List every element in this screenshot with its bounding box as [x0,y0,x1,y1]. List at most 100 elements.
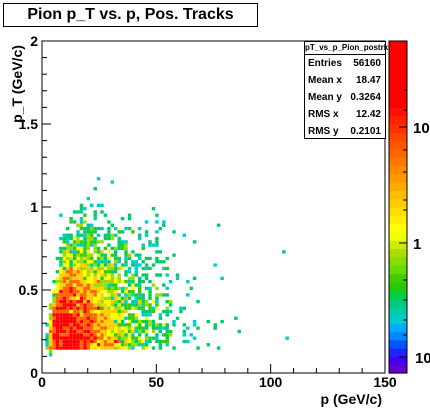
heatmap-cell [131,260,135,264]
heatmap-cell [62,309,67,314]
heatmap-cell [76,270,80,274]
heatmap-cell [55,276,60,281]
heatmap-cell [172,346,176,350]
heatmap-cell [76,253,80,257]
heatmap-cell [213,263,217,267]
heatmap-cell [90,283,94,287]
heatmap-cell [86,290,91,294]
heatmap-cell [66,303,70,307]
heatmap-cell [55,280,60,284]
heatmap-cell [59,309,63,314]
heatmap-cell [90,230,94,234]
heatmap-cell [141,343,145,347]
heatmap-cell [69,263,73,267]
heatmap-cell [86,319,91,324]
heatmap-cell [76,273,80,277]
heatmap-cell [186,339,190,344]
heatmap-cell [66,339,70,344]
heatmap-cell [144,233,149,237]
heatmap-cell [69,220,73,224]
heatmap-cell [182,339,187,344]
heatmap-cell [83,240,87,244]
heatmap-cell [93,217,97,221]
heatmap-cell [110,246,115,251]
heatmap-cell [103,319,108,324]
heatmap-cell [134,329,139,334]
y-axis-label: p_T (GeV/c) [8,45,25,123]
heatmap-cell [114,266,118,271]
heatmap-cell [72,323,77,327]
heatmap-cell [131,329,135,334]
heatmap-cell [103,246,108,251]
heatmap-cell [76,250,80,254]
heatmap-cell [100,256,104,261]
heatmap-cell [79,276,84,281]
heatmap-cell [52,333,56,337]
heatmap-cell [96,263,101,267]
heatmap-cell [55,306,60,310]
heatmap-cell [79,283,84,287]
heatmap-cell [114,316,118,320]
heatmap-cell [86,316,91,320]
heatmap-cell [86,223,91,227]
heatmap-cell [120,333,125,337]
heatmap-cell [165,343,169,347]
heatmap-cell [120,309,125,314]
heatmap-cell [55,286,60,291]
heatmap-cell [134,303,139,307]
heatmap-cell [100,210,104,214]
heatmap-cell [55,326,60,330]
heatmap-cell [69,313,73,317]
heatmap-cell [114,336,118,340]
stats-box: pT_vs_p_Pion_postrk Entries 56160 Mean x… [304,41,388,139]
heatmap-cell [52,316,56,320]
heatmap-cell [76,293,80,297]
heatmap-cell [103,263,108,267]
heatmap-cell [134,260,139,264]
palette-segment [389,364,407,374]
palette-segment [389,290,407,299]
heatmap-cell [96,296,101,300]
heatmap-cell [120,339,125,344]
heatmap-cell [110,300,115,304]
heatmap-cell [110,336,115,340]
heatmap-cell [52,296,56,300]
heatmap-cell [141,309,145,314]
heatmap-cell [90,290,94,294]
heatmap-cell [83,293,87,297]
heatmap-cell [83,313,87,317]
palette-segment [389,165,407,175]
heatmap-cell [62,333,67,337]
heatmap-cell [52,346,56,350]
heatmap-cell [90,319,94,324]
heatmap-cell [69,293,73,297]
heatmap-cell [76,246,80,251]
heatmap-cell [90,300,94,304]
heatmap-cell [90,306,94,310]
heatmap-cell [127,276,132,281]
heatmap-cell [196,346,200,350]
heatmap-cell [144,326,149,330]
heatmap-cell [144,276,149,281]
heatmap-cell [45,336,49,340]
heatmap-cell [90,296,94,300]
heatmap-cell [155,333,159,337]
heatmap-cell [103,233,108,237]
heatmap-cell [155,220,159,224]
heatmap-cell [100,346,104,350]
heatmap-cell [110,263,115,267]
heatmap-cell [100,266,104,271]
heatmap-cell [79,343,84,347]
heatmap-cell [155,286,159,291]
heatmap-cell [127,217,132,221]
heatmap-cell [86,326,91,330]
heatmap-cell [107,283,111,287]
heatmap-cell [103,276,108,281]
heatmap-cell [100,313,104,317]
palette-segment [389,256,407,266]
heatmap-cell [120,217,125,221]
heatmap-cell [76,256,80,261]
heatmap-cell [76,233,80,237]
heatmap-cell [86,256,91,261]
heatmap-cell [66,256,70,261]
